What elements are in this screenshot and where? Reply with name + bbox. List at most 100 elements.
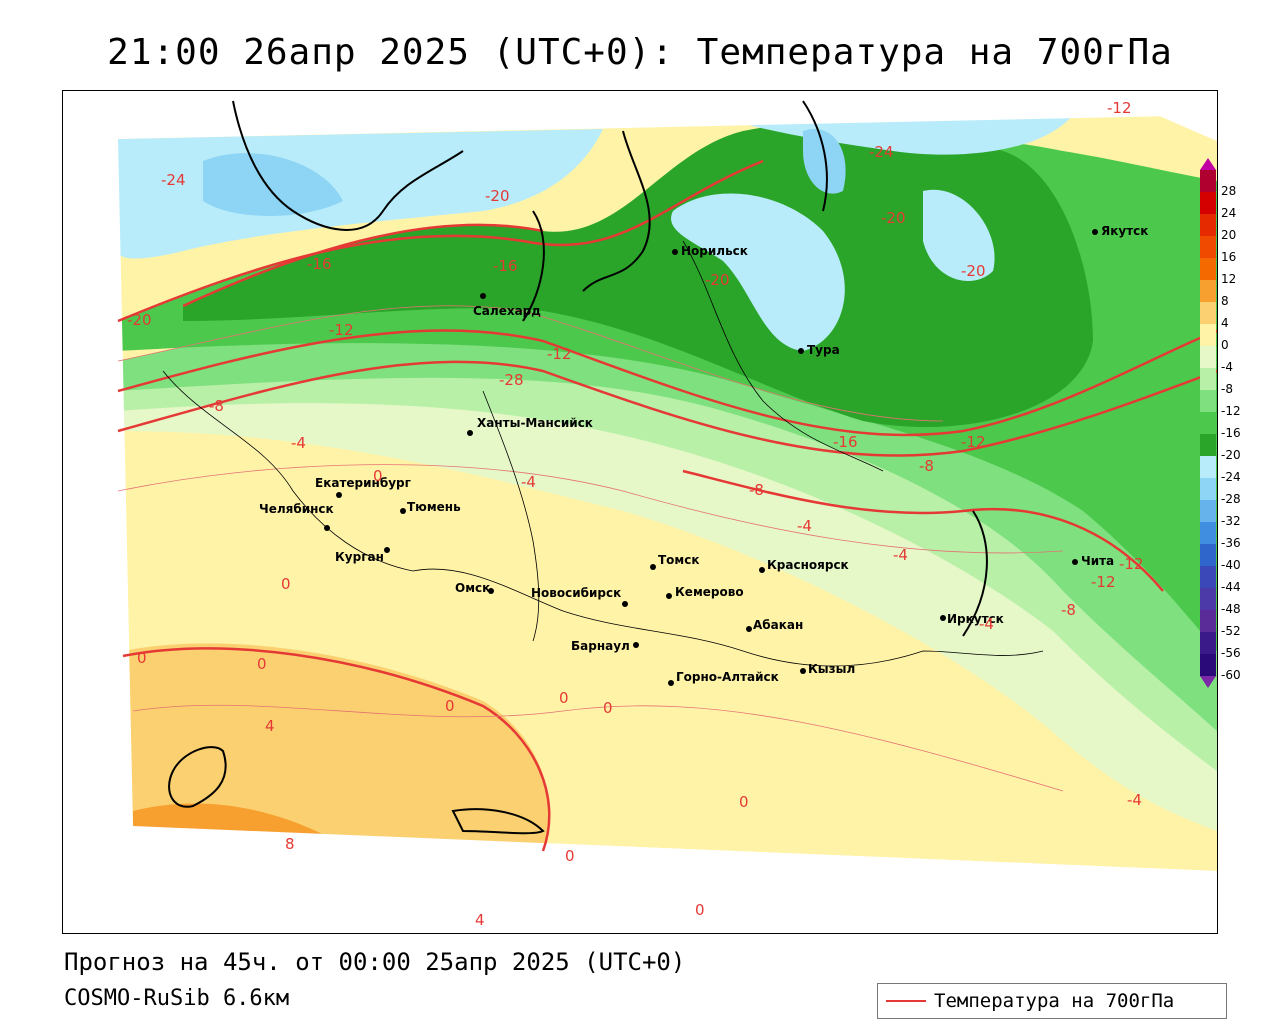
admin-borders [162, 240, 1044, 667]
colorbar-label: -32 [1221, 514, 1241, 528]
map-title: 21:00 26апр 2025 (UTC+0): Температура на… [107, 32, 1173, 73]
outside-domain-left [63, 139, 133, 826]
colorbar-segment [1200, 522, 1216, 545]
isoline-label: -16 [307, 255, 332, 273]
colorbar-label: 0 [1221, 338, 1229, 352]
isoline-label: -8 [919, 457, 934, 475]
isoline-label: -8 [209, 397, 224, 415]
city-label: Барнаул [571, 639, 630, 653]
isoline-label: 0 [281, 575, 291, 593]
colorbar-label: -44 [1221, 580, 1241, 594]
colorbar-segment [1200, 456, 1216, 479]
isoline-label: 8 [285, 835, 295, 853]
isoline-label: -12 [1091, 573, 1116, 591]
isoline-label: -24 [869, 143, 894, 161]
colorbar-label: -20 [1221, 448, 1241, 462]
isoline-label: 4 [265, 717, 275, 735]
zone-cold-east [923, 189, 995, 281]
city-layer: Норильск Якутск Салехард Тура Ханты-Манс… [259, 224, 1148, 686]
colorbar-label: 28 [1221, 184, 1237, 198]
colorbar-label: 20 [1221, 228, 1237, 242]
colorbar-scale [1200, 158, 1216, 688]
isoline-label: -20 [127, 311, 152, 329]
colorbar-label: 16 [1221, 250, 1237, 264]
colorbar-segment [1200, 258, 1216, 281]
colorbar-segment [1200, 412, 1216, 435]
isoline-label: -4 [893, 546, 908, 564]
city-label: Абакан [753, 618, 803, 632]
city-label: Кемерово [675, 585, 744, 599]
isoline-label: -4 [521, 473, 536, 491]
isoline-label: -12 [961, 433, 986, 451]
outside-domain-bottom [63, 826, 1217, 933]
city-label: Новосибирск [531, 586, 621, 600]
colorbar-label: -8 [1221, 382, 1233, 396]
isoline-labels: -24 -20 -16 -20 -20 -20 -24 -12 -16 -12 … [127, 99, 1144, 929]
isotherms [117, 159, 1217, 852]
coastline [168, 100, 988, 835]
colorbar-segment [1200, 280, 1216, 303]
colorbar-label: -24 [1221, 470, 1241, 484]
isoline-label: 0 [445, 697, 455, 715]
city-label: Тура [807, 343, 840, 357]
isoline-label: 0 [559, 689, 569, 707]
forecast-info: Прогноз на 45ч. от 00:00 25апр 2025 (UTC… [64, 948, 686, 976]
isoline-label: -20 [961, 262, 986, 280]
isoline-label: 4 [475, 911, 485, 929]
isoline-label: -20 [485, 187, 510, 205]
colorbar-segment [1200, 170, 1216, 193]
colorbar-segment [1200, 654, 1216, 677]
city-label: Горно-Алтайск [676, 670, 779, 684]
isoline-label: 0 [603, 699, 613, 717]
isotherms-minor [117, 305, 1064, 792]
isoline-label: -16 [493, 257, 518, 275]
colorbar-segment [1200, 478, 1216, 501]
zone-cold-norilsk [671, 193, 845, 351]
isoline-label: 0 [257, 655, 267, 673]
colorbar-segment [1200, 302, 1216, 325]
colorbar-arrow-bottom [1200, 676, 1216, 688]
isoline-label: -8 [1061, 601, 1076, 619]
colorbar-label: 4 [1221, 316, 1229, 330]
colorbar-segment [1200, 588, 1216, 611]
colorbar-segment [1200, 346, 1216, 369]
city-label: Екатеринбург [315, 476, 411, 490]
outside-domain-top [63, 91, 1217, 139]
city-label: Норильск [681, 244, 748, 258]
isoline-label: -12 [329, 321, 354, 339]
colorbar-label: 8 [1221, 294, 1229, 308]
colorbar-segment [1200, 500, 1216, 523]
colorbar-segment [1200, 368, 1216, 391]
colorbar-label: -28 [1221, 492, 1241, 506]
city-label: Курган [335, 550, 384, 564]
colorbar-label: 24 [1221, 206, 1237, 220]
colorbar-label: -56 [1221, 646, 1241, 660]
city-label: Иркутск [947, 612, 1004, 626]
colorbar-label: -60 [1221, 668, 1241, 682]
city-label: Челябинск [259, 502, 334, 516]
city-label: Салехард [473, 304, 541, 318]
temperature-map: Норильск Якутск Салехард Тура Ханты-Манс… [63, 91, 1217, 933]
colorbar-label: -4 [1221, 360, 1233, 374]
zone-minus24-west [203, 153, 343, 216]
isoline-label: -8 [749, 481, 764, 499]
isoline-label: 0 [739, 793, 749, 811]
zone-minus24-east [803, 129, 846, 194]
zone-cold-taymyr [713, 115, 1073, 155]
city-label: Омск [455, 581, 490, 595]
colorbar [1200, 158, 1216, 688]
isoline-label: -4 [979, 615, 994, 633]
legend-line-swatch [886, 1000, 926, 1002]
colorbar-label: -48 [1221, 602, 1241, 616]
colorbar-segment [1200, 324, 1216, 347]
colorbar-label: -36 [1221, 536, 1241, 550]
colorbar-label: -52 [1221, 624, 1241, 638]
map-frame: Норильск Якутск Салехард Тура Ханты-Манс… [62, 90, 1218, 934]
isoline-label: 0 [565, 847, 575, 865]
isoline-label: -4 [797, 517, 812, 535]
colorbar-arrow-top [1200, 158, 1216, 170]
city-label: Кызыл [808, 662, 855, 676]
isoline-label: 0 [695, 901, 705, 919]
isoline-label: -4 [1127, 791, 1142, 809]
city-label: Чита [1081, 554, 1114, 568]
